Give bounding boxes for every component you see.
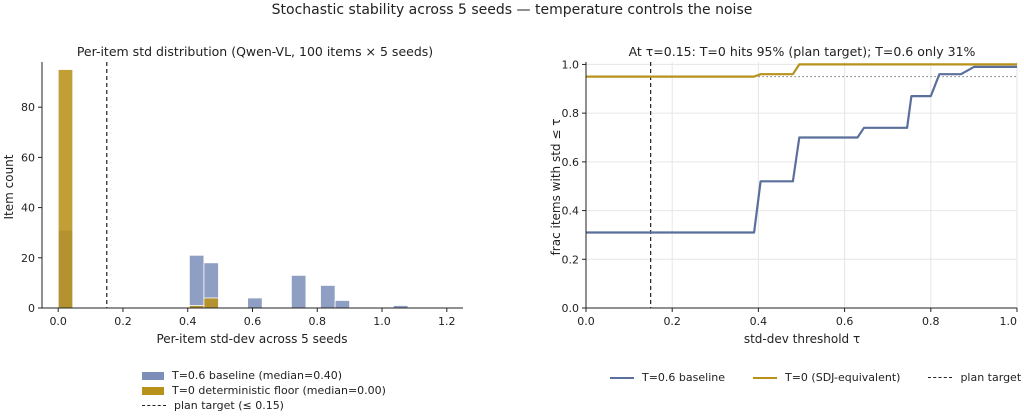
cdf-line-baseline <box>586 65 1017 234</box>
cdf-y-tick-label: 0.0 <box>562 302 580 315</box>
cdf-y-tick-label: 0.6 <box>562 156 580 169</box>
histogram-x-tick-label: 0.6 <box>244 315 262 328</box>
legend-item-cdf-deterministic: T=0 (SDJ-equivalent) <box>753 370 900 385</box>
cdf-y-tick-label: 0.2 <box>562 253 580 266</box>
histogram-y-tick-label: 80 <box>21 101 35 114</box>
cdf-line-deterministic <box>586 63 1017 78</box>
legend-dashed-line <box>142 405 166 406</box>
cdf-axes <box>585 62 1017 309</box>
histogram-bar-baseline-4 <box>290 274 307 309</box>
histogram-y-tick-label: 40 <box>21 202 35 215</box>
legend-item-deterministic: T=0 deterministic floor (median=0.00) <box>142 383 386 398</box>
cdf-x-tick-label: 1.0 <box>1000 315 1018 328</box>
histogram-bar-baseline-6 <box>334 300 351 309</box>
legend-label-cdf-deterministic: T=0 (SDJ-equivalent) <box>785 371 901 384</box>
legend-swatch-deterministic <box>142 386 164 395</box>
legend-item-cdf-plan-target: plan target <box>928 370 1021 385</box>
cdf-y-tick-label: 0.8 <box>562 107 580 120</box>
legend-label-deterministic: T=0 deterministic floor (median=0.00) <box>172 384 386 397</box>
histogram-bar-deterministic-0 <box>57 69 74 309</box>
histogram-x-tick-label: 0.8 <box>309 315 327 328</box>
histogram-bars <box>57 69 409 309</box>
legend-line-cdf-baseline <box>610 376 634 379</box>
cdf-title: At τ=0.15: T=0 hits 95% (plan target); T… <box>629 44 976 59</box>
cdf-y-tick-label: 1.0 <box>562 58 580 71</box>
histogram-y-axis-label: Item count <box>2 154 16 219</box>
cdf-reference-lines <box>650 62 1017 308</box>
cdf-x-ticks: 0.0 0.2 0.4 0.6 0.8 1.0 <box>577 308 1018 328</box>
histogram-title: Per-item std distribution (Qwen-VL, 100 … <box>77 44 433 59</box>
legend-label-baseline: T=0.6 baseline (median=0.40) <box>172 369 343 382</box>
histogram-x-tick-label: 0.2 <box>114 315 132 328</box>
figure-suptitle: Stochastic stability across 5 seeds — te… <box>271 2 753 18</box>
cdf-y-tick-label: 0.4 <box>562 205 580 218</box>
histogram-x-tick-label: 0.0 <box>49 315 67 328</box>
cdf-y-ticks: 0.0 0.2 0.4 0.6 0.8 1.0 <box>562 58 586 315</box>
histogram-x-axis-label: Per-item std-dev across 5 seeds <box>156 332 347 346</box>
legend-label-plan-target: plan target (≤ 0.15) <box>174 399 284 412</box>
cdf-legend: T=0.6 baseline T=0 (SDJ-equivalent) plan… <box>610 370 1021 385</box>
cdf-y-axis-label: frac items with std ≤ τ <box>549 119 563 256</box>
histogram-x-ticks: 0.0 0.2 0.4 0.6 0.8 1.0 1.2 <box>49 308 456 328</box>
legend-item-baseline: T=0.6 baseline (median=0.40) <box>142 368 386 383</box>
cdf-panel: At τ=0.15: T=0 hits 95% (plan target); T… <box>549 44 1018 346</box>
cdf-series-lines <box>586 63 1017 234</box>
cdf-x-axis-label: std-dev threshold τ <box>744 332 860 346</box>
histogram-x-tick-label: 1.0 <box>373 315 391 328</box>
histogram-bar-deterministic-2 <box>203 297 219 309</box>
cdf-x-tick-label: 0.6 <box>836 315 854 328</box>
histogram-x-tick-label: 1.2 <box>438 315 456 328</box>
histogram-bar-baseline-3 <box>247 297 263 309</box>
histogram-y-tick-label: 60 <box>21 151 35 164</box>
legend-item-plan-target: plan target (≤ 0.15) <box>142 398 386 413</box>
histogram-axes <box>41 62 463 309</box>
legend-dashed-line-cdf <box>928 377 953 378</box>
histogram-bar-baseline-1 <box>188 254 205 309</box>
cdf-x-tick-label: 0.4 <box>750 315 768 328</box>
histogram-x-tick-label: 0.4 <box>179 315 197 328</box>
histogram-y-tick-label: 20 <box>21 252 35 265</box>
legend-label-cdf-plan-target: plan target <box>960 371 1022 384</box>
legend-label-cdf-baseline: T=0.6 baseline <box>642 371 725 384</box>
cdf-x-tick-label: 0.2 <box>663 315 681 328</box>
legend-swatch-baseline <box>142 371 164 380</box>
cdf-x-tick-label: 0.8 <box>922 315 940 328</box>
histogram-bar-baseline-5 <box>320 285 336 309</box>
legend-line-cdf-deterministic <box>753 376 777 379</box>
cdf-x-tick-label: 0.0 <box>577 315 595 328</box>
histogram-y-ticks: 0 20 40 60 80 <box>21 101 42 315</box>
histogram-y-tick-label: 0 <box>28 302 35 315</box>
histogram-legend: T=0.6 baseline (median=0.40) T=0 determi… <box>142 368 386 413</box>
legend-item-cdf-baseline: T=0.6 baseline <box>610 370 725 385</box>
histogram-panel: Per-item std distribution (Qwen-VL, 100 … <box>2 44 463 346</box>
